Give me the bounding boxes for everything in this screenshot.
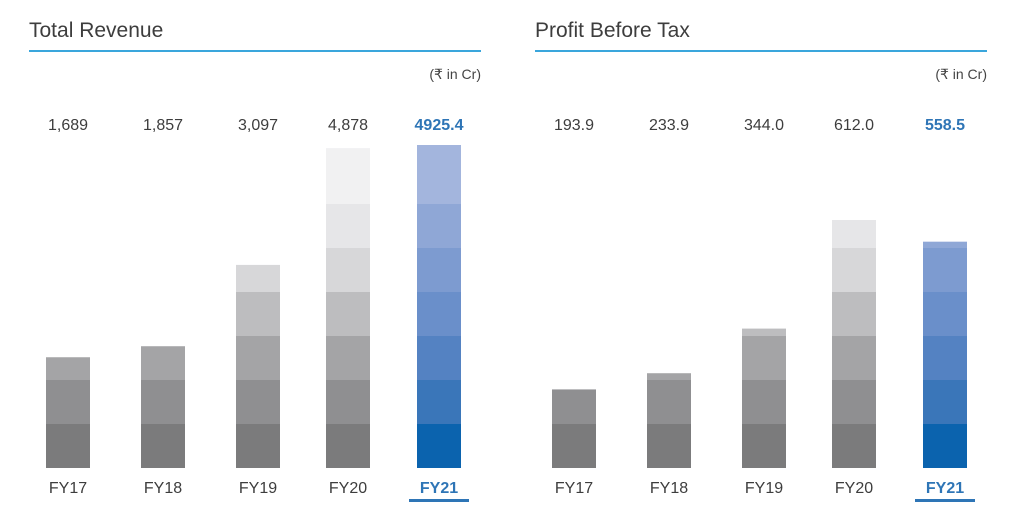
bar-fy21 bbox=[417, 145, 461, 468]
bar-segment bbox=[832, 292, 876, 336]
bar-fy21 bbox=[923, 241, 967, 468]
category-label: FY21 bbox=[420, 480, 458, 497]
total-revenue-panel: Total Revenue (₹ in Cr) 1,689 FY17 1,857 FY… bbox=[29, 0, 481, 511]
bar-segment bbox=[742, 328, 786, 336]
bar-fy19 bbox=[236, 264, 280, 468]
bar-segment bbox=[832, 380, 876, 424]
category-label: FY19 bbox=[745, 480, 783, 497]
bar-segment bbox=[923, 241, 967, 248]
value-label: 4,878 bbox=[328, 117, 368, 134]
bar-segment bbox=[923, 424, 967, 468]
bar-segment bbox=[326, 424, 370, 468]
bar-segment bbox=[742, 424, 786, 468]
bar-segment bbox=[923, 292, 967, 336]
bar-segment bbox=[417, 248, 461, 292]
title-divider bbox=[535, 50, 987, 52]
unit-label: (₹ in Cr) bbox=[935, 66, 987, 82]
bar-fy20 bbox=[832, 220, 876, 468]
bar-segment bbox=[417, 160, 461, 204]
category-label: FY21 bbox=[926, 480, 964, 497]
bar-segment bbox=[832, 424, 876, 468]
profit-before-tax-panel: Profit Before Tax (₹ in Cr) 193.9 FY17 233… bbox=[535, 0, 987, 511]
bar-segment bbox=[832, 248, 876, 292]
value-label: 233.9 bbox=[649, 117, 689, 134]
bar-segment bbox=[326, 204, 370, 248]
bar-segment bbox=[326, 148, 370, 160]
bar-segment bbox=[141, 380, 185, 424]
bar-segment bbox=[236, 336, 280, 380]
bar-segment bbox=[832, 220, 876, 248]
bar-segment bbox=[46, 380, 90, 424]
category-label: FY17 bbox=[555, 480, 593, 497]
category-label: FY17 bbox=[49, 480, 87, 497]
bar-fy18 bbox=[647, 373, 691, 468]
value-label: 612.0 bbox=[834, 117, 874, 134]
bar-segment bbox=[326, 336, 370, 380]
bar-segment bbox=[417, 424, 461, 468]
profit-before-tax-chart: 193.9 FY17 233.9 FY18 344.0 FY19 612.0 FY20 558.… bbox=[552, 117, 975, 502]
bar-segment bbox=[236, 264, 280, 292]
category-label: FY19 bbox=[239, 480, 277, 497]
value-label: 3,097 bbox=[238, 117, 278, 134]
title-divider bbox=[29, 50, 481, 52]
bar-segment bbox=[417, 292, 461, 336]
bar-segment bbox=[552, 389, 596, 424]
panel-title: Profit Before Tax bbox=[535, 19, 690, 42]
value-label: 558.5 bbox=[925, 117, 965, 134]
bar-segment bbox=[647, 424, 691, 468]
unit-label: (₹ in Cr) bbox=[429, 66, 481, 82]
bar-segment bbox=[417, 380, 461, 424]
bar-segment bbox=[141, 424, 185, 468]
category-label: FY20 bbox=[329, 480, 367, 497]
bar-segment bbox=[46, 424, 90, 468]
value-label: 1,689 bbox=[48, 117, 88, 134]
category-label: FY20 bbox=[835, 480, 873, 497]
bar-fy19 bbox=[742, 328, 786, 468]
bar-fy20 bbox=[326, 148, 370, 468]
category-label: FY18 bbox=[144, 480, 182, 497]
total-revenue-chart: 1,689 FY17 1,857 FY18 3,097 FY19 4,878 FY20 4925… bbox=[46, 117, 469, 502]
bar-segment bbox=[417, 145, 461, 160]
highlight-underline bbox=[409, 499, 469, 502]
bar-segment bbox=[326, 380, 370, 424]
bar-segment bbox=[742, 380, 786, 424]
bar-segment bbox=[46, 357, 90, 380]
bar-segment bbox=[326, 248, 370, 292]
bar-fy17 bbox=[46, 357, 90, 468]
bar-fy18 bbox=[141, 346, 185, 468]
bar-segment bbox=[326, 160, 370, 204]
highlight-underline bbox=[915, 499, 975, 502]
bar-segment bbox=[552, 424, 596, 468]
bar-segment bbox=[647, 373, 691, 380]
bar-segment bbox=[417, 336, 461, 380]
category-label: FY18 bbox=[650, 480, 688, 497]
bar-segment bbox=[326, 292, 370, 336]
bar-segment bbox=[141, 346, 185, 380]
bar-segment bbox=[236, 380, 280, 424]
bar-segment bbox=[647, 380, 691, 424]
value-label: 1,857 bbox=[143, 117, 183, 134]
bar-segment bbox=[417, 204, 461, 248]
value-label: 4925.4 bbox=[415, 117, 464, 134]
bar-segment bbox=[923, 248, 967, 292]
bar-segment bbox=[923, 336, 967, 380]
value-label: 344.0 bbox=[744, 117, 784, 134]
bar-segment bbox=[236, 292, 280, 336]
panel-title: Total Revenue bbox=[29, 19, 164, 42]
bar-segment bbox=[832, 336, 876, 380]
value-label: 193.9 bbox=[554, 117, 594, 134]
bar-segment bbox=[236, 424, 280, 468]
bar-fy17 bbox=[552, 389, 596, 468]
bar-segment bbox=[742, 336, 786, 380]
bar-segment bbox=[923, 380, 967, 424]
